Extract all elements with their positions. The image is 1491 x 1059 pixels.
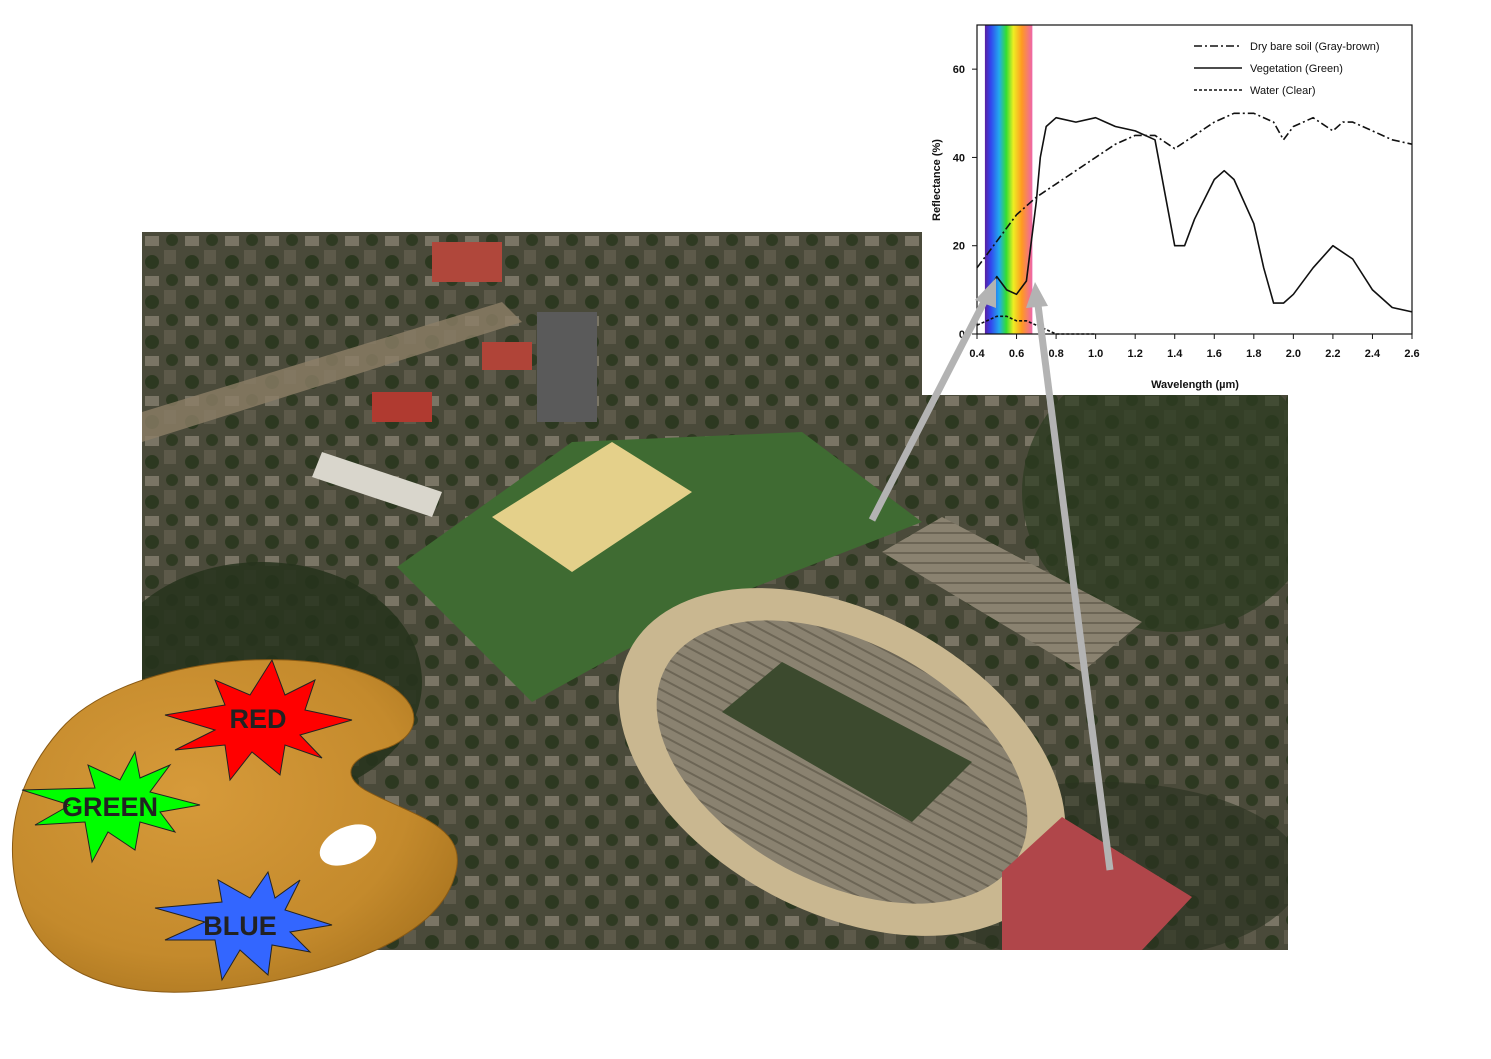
x-tick-label: 1.8	[1246, 348, 1261, 360]
y-axis-label: Reflectance (%)	[931, 139, 943, 221]
blue-label: BLUE	[203, 911, 277, 941]
red-label: RED	[229, 704, 286, 734]
series-line-1	[976, 116, 1413, 313]
plot-axes	[976, 24, 1413, 335]
x-tick-label: 1.0	[1088, 348, 1103, 360]
green-burst-icon	[21, 750, 201, 864]
x-tick-label: 1.6	[1207, 348, 1222, 360]
x-axis-label: Wavelength (µm)	[1151, 379, 1239, 391]
series-layer	[976, 112, 1413, 335]
blue-burst-icon	[154, 870, 333, 982]
x-tick-label: 2.6	[1404, 348, 1419, 360]
y-tick-label: 0	[959, 329, 965, 341]
y-tick-label: 40	[953, 152, 965, 164]
x-tick-label: 2.4	[1365, 348, 1381, 360]
x-tick-label: 0.4	[969, 348, 985, 360]
visible-spectrum-band	[984, 25, 1033, 334]
legend-label-vegetation: Vegetation (Green)	[1250, 63, 1343, 75]
legend-label-water: Water (Clear)	[1250, 85, 1316, 97]
palette-thumb-hole	[319, 824, 377, 866]
chart-legend: Dry bare soil (Gray-brown) Vegetation (G…	[1194, 41, 1380, 97]
x-tick-label: 2.2	[1325, 348, 1340, 360]
color-palette: RED GREEN BLUE	[11, 658, 458, 993]
y-tick-label: 20	[953, 241, 965, 253]
green-label: GREEN	[62, 792, 158, 822]
reflectance-chart: 0.4 0.6 0.8 1.0 1.2 1.4 1.6 1.8 2.0 2.2 2.4 2.6 0 20 4…	[922, 0, 1442, 395]
red-burst-icon	[164, 658, 353, 782]
x-tick-label: 1.4	[1167, 348, 1183, 360]
x-tick-label: 0.8	[1048, 348, 1063, 360]
palette-board	[11, 659, 458, 993]
x-tick-label: 1.2	[1128, 348, 1143, 360]
legend-label-soil: Dry bare soil (Gray-brown)	[1250, 41, 1380, 53]
plot-frame	[976, 24, 1413, 335]
x-tick-label: 0.6	[1009, 348, 1024, 360]
series-line-0	[976, 112, 1413, 269]
x-tick-label: 2.0	[1286, 348, 1301, 360]
y-tick-label: 60	[953, 64, 965, 76]
